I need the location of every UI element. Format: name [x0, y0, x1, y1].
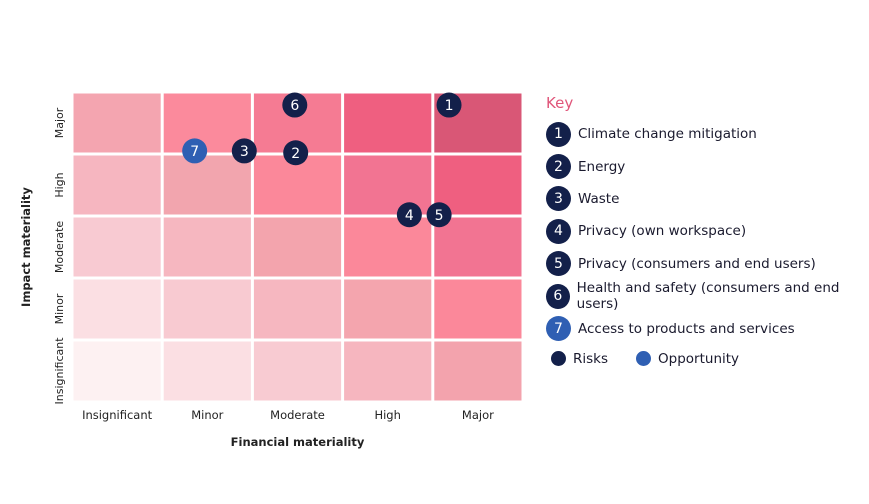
legend-number-badge: 6	[546, 283, 570, 309]
y-tick-label: Insignificant	[53, 337, 66, 405]
matrix-cell	[253, 341, 342, 401]
legend-item-label: Energy	[578, 158, 626, 175]
matrix-cell	[73, 341, 161, 401]
matrix-cell	[344, 155, 432, 215]
point-5: 5	[426, 202, 452, 228]
matrix-cell	[344, 279, 432, 339]
legend-number-badge: 1	[546, 121, 571, 147]
point-label: 6	[290, 98, 299, 114]
matrix-cell	[434, 217, 522, 277]
point-3: 3	[231, 138, 257, 164]
matrix-cell	[73, 279, 161, 339]
x-tick-label: Moderate	[270, 408, 325, 422]
legend-title: Key	[546, 94, 574, 112]
legend-item-label: Climate change mitigation	[578, 126, 757, 143]
legend-item-label: Access to products and services	[578, 320, 795, 337]
legend-number-badge: 5	[546, 251, 571, 277]
point-marker	[426, 202, 452, 228]
point-1: 1	[436, 92, 462, 118]
legend-item: 5 Privacy (consumers and end users)	[546, 248, 869, 280]
point-marker	[283, 140, 309, 166]
legend: Key 1 Climate change mitigation 2 Energy 3 Wa…	[546, 94, 869, 367]
legend-number-badge: 2	[546, 154, 571, 180]
legend-number-badge: 4	[546, 218, 571, 244]
legend-number-badge: 7	[546, 316, 571, 342]
point-label: 7	[190, 144, 199, 160]
legend-number-badge: 3	[546, 186, 571, 212]
point-label: 3	[240, 144, 249, 160]
matrix-cell	[253, 217, 342, 277]
y-axis-title: Impact materiality	[19, 187, 33, 307]
matrix-cell	[344, 93, 432, 153]
legend-item: 1 Climate change mitigation	[546, 118, 869, 150]
matrix-cell	[253, 279, 342, 339]
legend-item: 6 Health and safety (consumers and end us…	[546, 280, 869, 312]
risk-swatch	[551, 351, 566, 367]
matrix-cell	[73, 155, 161, 215]
legend-risks: Risks	[573, 350, 609, 367]
x-tick-label: Minor	[191, 408, 223, 422]
y-tick-label: Major	[53, 107, 66, 138]
point-marker	[436, 92, 462, 118]
y-tick-label: High	[53, 172, 66, 197]
x-tick-label: Insignificant	[82, 408, 153, 422]
matrix-cell	[434, 155, 522, 215]
point-marker	[182, 138, 208, 164]
y-tick-label: Moderate	[53, 221, 66, 274]
x-tick-label: High	[374, 408, 400, 422]
matrix-cell	[163, 217, 251, 277]
legend-item-label: Privacy (consumers and end users)	[578, 255, 816, 272]
matrix-cell	[163, 155, 251, 215]
opportunity-swatch	[636, 351, 652, 367]
point-marker	[231, 138, 257, 164]
legend-item: 3 Waste	[546, 183, 869, 215]
point-label: 5	[435, 208, 444, 224]
matrix-cell	[73, 217, 161, 277]
matrix-cell	[163, 279, 251, 339]
legend-item-label: Privacy (own workspace)	[578, 223, 747, 240]
x-axis-title: Financial materiality	[231, 435, 365, 449]
legend-item: 4 Privacy (own workspace)	[546, 215, 869, 247]
matrix-cell	[73, 93, 161, 153]
legend-item: 2 Energy	[546, 150, 869, 182]
legend-opportunity: Opportunity	[658, 350, 740, 367]
legend-item-label: Waste	[578, 190, 620, 207]
point-label: 4	[405, 208, 414, 224]
point-marker	[282, 92, 308, 118]
point-6: 6	[282, 92, 308, 118]
matrix-cell	[163, 341, 251, 401]
point-label: 2	[291, 146, 300, 162]
x-tick-label: Major	[462, 408, 494, 422]
matrix-cell	[434, 341, 522, 401]
matrix-cell	[434, 279, 522, 339]
point-label: 1	[445, 98, 454, 114]
y-tick-label: Minor	[53, 293, 66, 324]
matrix-cell	[253, 155, 342, 215]
matrix-cell	[344, 217, 432, 277]
legend-item: 7 Access to products and services	[546, 312, 869, 344]
point-2: 2	[283, 140, 309, 166]
point-4: 4	[396, 202, 422, 228]
point-7: 7	[182, 138, 208, 164]
legend-item-label: Health and safety (consumers and end use…	[576, 280, 840, 313]
matrix-cell	[344, 341, 432, 401]
point-marker	[396, 202, 422, 228]
legend-types: Risks Opportunity	[546, 351, 869, 367]
